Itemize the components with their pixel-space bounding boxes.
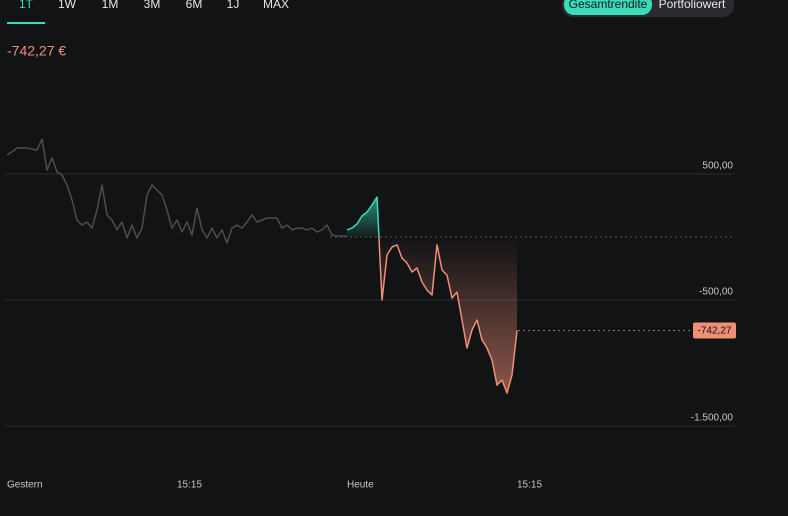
tab[interactable]: 3M <box>144 0 161 11</box>
tab[interactable]: 1M <box>102 0 119 11</box>
x-tick-label: 15:15 <box>517 480 542 491</box>
toggle-option[interactable]: Portfoliowert <box>659 0 726 11</box>
tab[interactable]: 1W <box>58 0 77 11</box>
tab-underline <box>7 22 45 24</box>
tab[interactable]: 1T <box>19 0 34 11</box>
toggle-option[interactable]: Gesamtrendite <box>569 0 648 11</box>
tab[interactable]: 6M <box>186 0 203 11</box>
x-tick-label: 15:15 <box>177 480 202 491</box>
tab[interactable]: 1J <box>227 0 240 11</box>
line <box>6 138 347 244</box>
range-tabs: 1T 1W 1M 3M 6M 1J MAX <box>7 0 289 24</box>
x-tick-label: Gestern <box>7 480 43 491</box>
area <box>347 197 517 393</box>
headline-value: -742,27 € <box>7 43 66 59</box>
toggle-active <box>564 0 652 15</box>
tab[interactable]: MAX <box>263 0 289 11</box>
y-tick-label: -500,00 <box>699 287 733 298</box>
y-tick-label: 500,00 <box>702 161 733 172</box>
current-label: -742,27 <box>698 326 732 337</box>
line <box>346 196 518 394</box>
x-tick-label: Heute <box>347 480 374 491</box>
mode-toggle: Gesamtrendite Portfoliowert <box>562 0 734 17</box>
y-tick-label: -1.500,00 <box>691 413 734 424</box>
current-badge <box>693 322 736 339</box>
